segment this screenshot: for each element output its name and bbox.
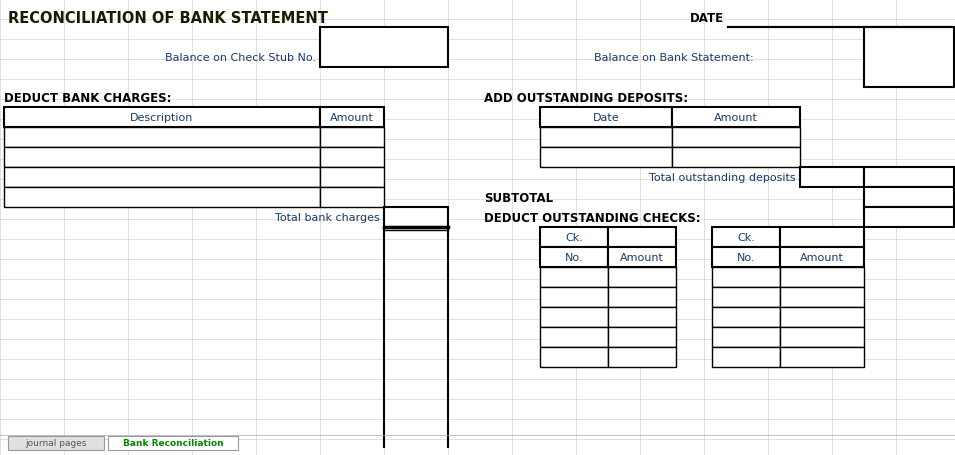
Bar bbox=[780, 248, 864, 268]
Bar bbox=[780, 268, 864, 288]
Text: No.: No. bbox=[736, 253, 755, 263]
Bar bbox=[540, 347, 608, 367]
Text: DEDUCT OUTSTANDING CHECKS:: DEDUCT OUTSTANDING CHECKS: bbox=[484, 211, 701, 224]
Bar bbox=[864, 167, 954, 187]
Bar bbox=[780, 327, 864, 347]
Bar bbox=[712, 347, 780, 367]
Bar bbox=[712, 327, 780, 347]
Bar bbox=[4, 128, 320, 148]
Text: Ck.: Ck. bbox=[737, 233, 755, 243]
Bar bbox=[712, 268, 780, 288]
Bar bbox=[712, 248, 780, 268]
Text: Bank Reconciliation: Bank Reconciliation bbox=[122, 439, 223, 448]
Bar bbox=[4, 148, 320, 167]
Bar bbox=[780, 288, 864, 307]
Text: journal pages: journal pages bbox=[25, 439, 87, 448]
Bar bbox=[540, 128, 672, 148]
Bar bbox=[540, 327, 608, 347]
Bar bbox=[672, 128, 800, 148]
Bar bbox=[864, 28, 954, 88]
Bar bbox=[540, 288, 608, 307]
Bar bbox=[540, 268, 608, 288]
Text: Ck.: Ck. bbox=[565, 233, 583, 243]
Text: Balance on Check Stub No.: Balance on Check Stub No. bbox=[165, 53, 316, 63]
Text: Amount: Amount bbox=[620, 253, 664, 263]
Bar bbox=[780, 347, 864, 367]
Text: RECONCILIATION OF BANK STATEMENT: RECONCILIATION OF BANK STATEMENT bbox=[8, 10, 328, 25]
Bar bbox=[608, 288, 676, 307]
Bar bbox=[540, 108, 672, 128]
Bar bbox=[864, 207, 954, 228]
Bar bbox=[712, 307, 780, 327]
Text: Amount: Amount bbox=[714, 113, 758, 123]
Bar bbox=[384, 207, 448, 228]
Bar bbox=[712, 228, 780, 248]
Text: ADD OUTSTANDING DEPOSITS:: ADD OUTSTANDING DEPOSITS: bbox=[484, 91, 689, 104]
Text: DEDUCT BANK CHARGES:: DEDUCT BANK CHARGES: bbox=[4, 91, 172, 104]
Bar bbox=[320, 28, 448, 68]
Bar bbox=[540, 148, 672, 167]
Bar bbox=[320, 167, 384, 187]
Bar bbox=[800, 167, 864, 187]
Text: Description: Description bbox=[130, 113, 194, 123]
Bar bbox=[8, 436, 104, 450]
Text: Total bank charges: Total bank charges bbox=[275, 212, 380, 222]
Bar bbox=[4, 187, 320, 207]
Text: Amount: Amount bbox=[330, 113, 374, 123]
Bar bbox=[540, 228, 608, 248]
Text: Amount: Amount bbox=[800, 253, 844, 263]
Bar bbox=[540, 248, 608, 268]
Bar bbox=[672, 148, 800, 167]
Bar bbox=[672, 108, 800, 128]
Bar bbox=[608, 327, 676, 347]
Text: No.: No. bbox=[564, 253, 584, 263]
Text: DATE: DATE bbox=[690, 11, 724, 25]
Bar bbox=[4, 167, 320, 187]
Bar bbox=[320, 128, 384, 148]
Text: Balance on Bank Statement:: Balance on Bank Statement: bbox=[594, 53, 753, 63]
Text: SUBTOTAL: SUBTOTAL bbox=[484, 191, 553, 204]
Bar bbox=[4, 108, 320, 128]
Bar bbox=[320, 187, 384, 207]
Text: Date: Date bbox=[593, 113, 619, 123]
Bar bbox=[540, 307, 608, 327]
Bar bbox=[712, 288, 780, 307]
Bar bbox=[608, 228, 676, 248]
Bar bbox=[780, 307, 864, 327]
Bar bbox=[780, 228, 864, 248]
Bar bbox=[608, 307, 676, 327]
Bar bbox=[864, 187, 954, 207]
Bar bbox=[608, 347, 676, 367]
Text: Total outstanding deposits: Total outstanding deposits bbox=[649, 172, 796, 182]
Bar bbox=[608, 268, 676, 288]
Bar bbox=[108, 436, 238, 450]
Bar bbox=[320, 108, 384, 128]
Bar bbox=[320, 148, 384, 167]
Bar bbox=[608, 248, 676, 268]
